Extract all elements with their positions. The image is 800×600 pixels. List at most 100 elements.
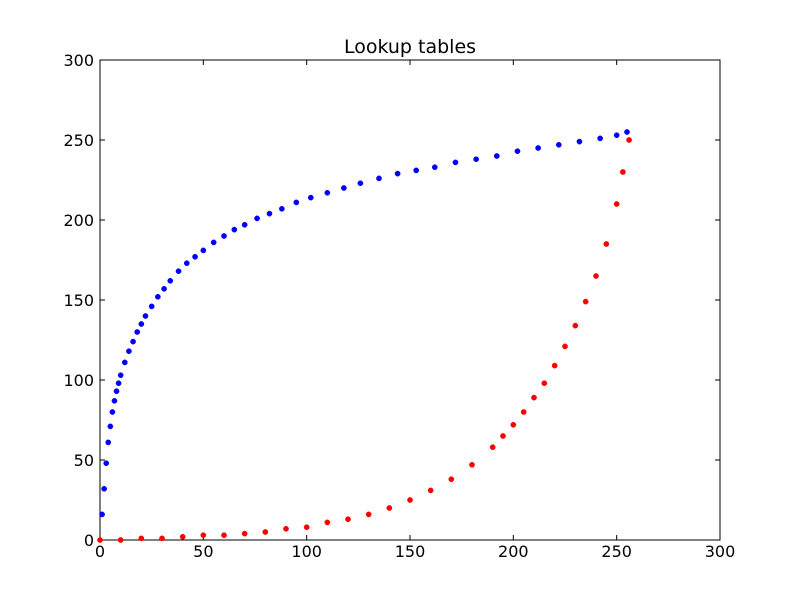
data-point bbox=[126, 348, 132, 355]
data-point bbox=[175, 268, 182, 275]
data-point bbox=[413, 167, 420, 174]
data-point bbox=[493, 153, 500, 159]
axis-tick-labels: 0 50 100 150 200 250 300 0 50 100 150 200 250 300 bbox=[63, 51, 735, 561]
data-point bbox=[101, 485, 107, 492]
data-point bbox=[192, 253, 198, 260]
data-point bbox=[551, 362, 558, 369]
data-point bbox=[603, 241, 610, 247]
data-point bbox=[134, 329, 141, 335]
x-tick-label: 300 bbox=[705, 542, 736, 561]
data-point bbox=[582, 298, 589, 305]
x-tick-label: 150 bbox=[395, 542, 426, 561]
data-point bbox=[324, 189, 331, 196]
x-tick-label: 200 bbox=[498, 542, 529, 561]
data-point bbox=[283, 525, 289, 532]
data-point bbox=[279, 205, 285, 212]
data-point bbox=[161, 285, 167, 292]
data-point bbox=[303, 524, 310, 531]
data-point bbox=[431, 164, 438, 171]
data-point bbox=[500, 433, 506, 439]
data-point bbox=[183, 260, 190, 267]
data-point bbox=[620, 169, 626, 175]
x-tick-label: 100 bbox=[291, 542, 322, 561]
data-point bbox=[200, 532, 207, 539]
data-point bbox=[113, 388, 120, 395]
data-point bbox=[155, 293, 161, 300]
y-tick-label: 200 bbox=[63, 211, 94, 230]
data-point bbox=[117, 372, 124, 379]
data-point bbox=[452, 159, 459, 166]
data-point bbox=[231, 226, 238, 233]
data-point bbox=[111, 397, 118, 404]
data-point bbox=[200, 247, 207, 254]
y-tick-label: 100 bbox=[63, 371, 94, 390]
data-point bbox=[562, 343, 568, 350]
data-point bbox=[103, 460, 110, 467]
plot-area bbox=[99, 59, 721, 541]
y-tick-label: 0 bbox=[84, 531, 94, 550]
data-point bbox=[138, 321, 145, 327]
series-1 bbox=[99, 129, 630, 518]
chart-title: Lookup tables bbox=[344, 36, 476, 58]
data-point bbox=[469, 461, 475, 468]
data-point bbox=[572, 322, 579, 329]
data-point bbox=[489, 444, 496, 451]
data-point bbox=[307, 194, 314, 201]
data-point bbox=[376, 175, 382, 182]
y-tick-label: 50 bbox=[74, 451, 94, 470]
data-point bbox=[262, 529, 269, 535]
data-point bbox=[613, 132, 620, 139]
data-point bbox=[324, 519, 331, 526]
data-point bbox=[97, 537, 103, 543]
data-point bbox=[613, 201, 620, 207]
data-point bbox=[427, 487, 434, 494]
data-point bbox=[341, 185, 347, 191]
data-point bbox=[365, 511, 372, 518]
data-point bbox=[241, 221, 248, 228]
y-tick-label: 300 bbox=[63, 51, 94, 70]
data-point bbox=[167, 277, 174, 284]
series-2 bbox=[97, 137, 632, 543]
data-point bbox=[593, 273, 599, 279]
data-point bbox=[520, 409, 527, 415]
data-point bbox=[138, 535, 145, 542]
data-point bbox=[357, 180, 364, 187]
data-point bbox=[541, 380, 548, 387]
data-point bbox=[555, 141, 562, 148]
data-point bbox=[345, 516, 351, 523]
data-point bbox=[107, 423, 114, 430]
data-point bbox=[597, 135, 603, 142]
data-point bbox=[115, 380, 122, 387]
data-point bbox=[221, 532, 227, 539]
data-point bbox=[241, 530, 248, 537]
data-point bbox=[394, 170, 401, 177]
data-point bbox=[121, 359, 128, 366]
data-point bbox=[624, 129, 630, 135]
data-point bbox=[535, 145, 541, 151]
data-point bbox=[117, 537, 124, 543]
data-point bbox=[142, 313, 149, 319]
data-point bbox=[576, 138, 583, 145]
data-point bbox=[254, 215, 260, 222]
axis-ticks bbox=[99, 59, 721, 541]
y-tick-label: 250 bbox=[63, 131, 94, 150]
data-point bbox=[148, 303, 155, 310]
data-point bbox=[293, 199, 300, 206]
data-point bbox=[510, 421, 517, 428]
data-points bbox=[97, 129, 632, 543]
data-point bbox=[514, 148, 521, 155]
x-tick-label: 50 bbox=[193, 542, 213, 561]
data-point bbox=[473, 156, 479, 163]
x-tick-label: 250 bbox=[601, 542, 632, 561]
data-point bbox=[130, 338, 136, 345]
data-point bbox=[221, 233, 227, 239]
data-point bbox=[109, 409, 116, 415]
data-point bbox=[99, 511, 105, 518]
data-point bbox=[531, 394, 537, 401]
x-tick-label: 0 bbox=[95, 542, 105, 561]
data-point bbox=[179, 533, 186, 540]
data-point bbox=[386, 505, 393, 511]
data-point bbox=[448, 476, 455, 483]
data-point bbox=[159, 535, 165, 542]
